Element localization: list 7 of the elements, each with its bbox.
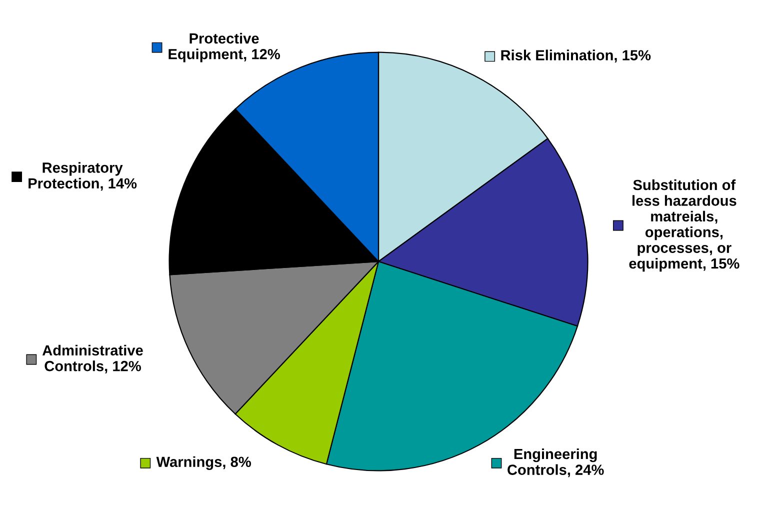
legend-label: Warnings, 8% (156, 456, 251, 470)
legend-label: Respiratory Protection, 14% (28, 162, 137, 191)
legend-label: Administrative Controls, 12% (42, 344, 143, 374)
legend-label: Risk Elimination, 15% (501, 50, 651, 62)
legend-label: Engineering Controls, 24% (508, 448, 604, 478)
legend-label: Protective Equipment, 12% (168, 32, 280, 62)
legend-label: Substitution of less hazardous matreials, operations, processes, or equipment, 15% (629, 179, 740, 272)
